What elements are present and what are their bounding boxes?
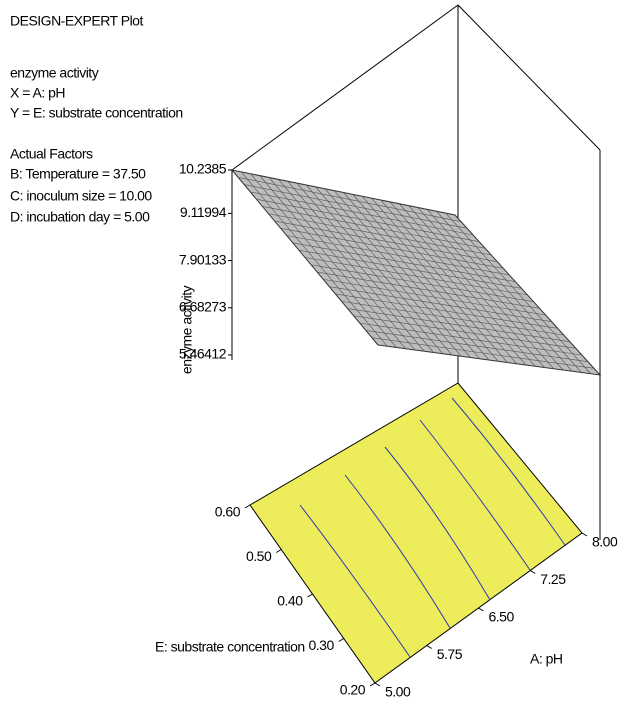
contour — [344, 474, 451, 629]
mesh-line — [353, 315, 576, 349]
box — [231, 4, 601, 684]
z-tick-label: 9.11994 — [180, 204, 227, 220]
y-axis-label: E: substrate concentration — [155, 639, 305, 655]
plot-title: DESIGN-EXPERT Plot — [10, 13, 143, 29]
y-tick — [369, 682, 376, 687]
y-tick — [275, 549, 282, 553]
x-tick-label: 6.50 — [489, 609, 515, 625]
x-tick — [581, 532, 588, 537]
surface-fill — [230, 169, 602, 376]
z-tick-label: 7.90133 — [179, 251, 227, 267]
legend-line: enzyme activity — [10, 65, 99, 81]
mesh-line — [426, 209, 573, 372]
contour — [299, 504, 411, 658]
y-tick-label: 0.20 — [340, 682, 366, 698]
x-tick — [478, 607, 484, 612]
x-tick — [529, 570, 536, 574]
z-tick-label: 10.2385 — [179, 161, 227, 177]
y-tick-label: 0.40 — [277, 593, 303, 609]
x-tick-label: 5.75 — [437, 646, 463, 662]
mesh-line — [445, 212, 591, 374]
z-tick-label: 6.68273 — [179, 298, 227, 314]
legend-line: X = A: pH — [10, 85, 65, 101]
z-axis-label: enzyme activity — [179, 285, 195, 374]
y-tick — [307, 593, 313, 598]
y-tick-label: 0.50 — [246, 548, 272, 564]
y-tick-label: 0.30 — [309, 637, 335, 653]
legend-line: B: Temperature = 37.50 — [10, 166, 146, 182]
mesh-line — [371, 337, 594, 369]
contour — [384, 446, 491, 601]
x-tick-label: 5.00 — [385, 684, 411, 700]
x-tick-label: 7.25 — [540, 571, 566, 587]
edge — [457, 4, 601, 151]
contours — [299, 397, 566, 658]
y-tick — [244, 504, 251, 509]
mesh-line — [359, 322, 582, 356]
mesh-line — [436, 211, 582, 373]
x-tick — [426, 645, 433, 649]
contour — [451, 397, 566, 546]
legend-line: Actual Factors — [10, 146, 93, 162]
mesh-line — [365, 330, 588, 362]
z-tick-label: 5.46412 — [179, 346, 227, 362]
legend-line: D: incubation day = 5.00 — [10, 209, 150, 225]
y-tick — [338, 638, 345, 642]
surface — [230, 169, 602, 376]
legend-line: C: inoculum size = 10.00 — [10, 188, 152, 204]
x-tick-label: 8.00 — [592, 534, 618, 550]
x-axis-label: A: pH — [530, 651, 563, 667]
edge — [231, 4, 459, 171]
legend-line: Y = E: substrate concentration — [10, 105, 183, 121]
y-tick-label: 0.60 — [215, 504, 241, 520]
contour — [419, 419, 531, 571]
x-tick — [374, 682, 381, 687]
